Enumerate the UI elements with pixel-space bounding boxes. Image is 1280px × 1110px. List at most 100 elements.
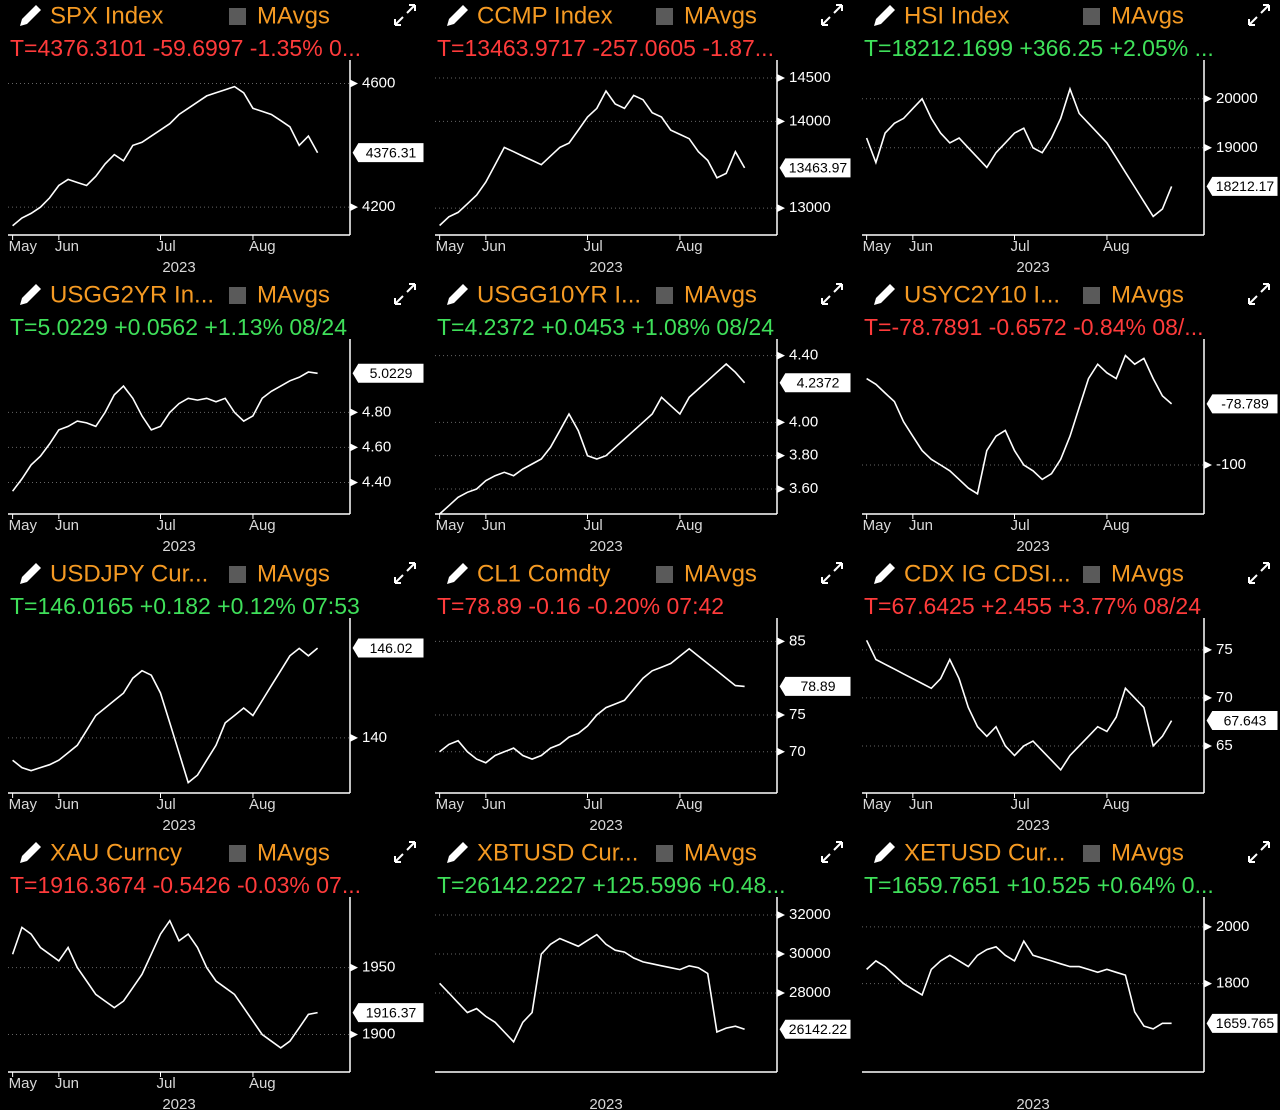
x-tick-label: Jul [584,517,603,534]
chart-panel: HSI Index MAvgs T=18212.1699 +366.25 +2.05… [862,2,1279,276]
expand-icon[interactable] [1248,4,1270,26]
last-value-label: 13463.97 [789,160,848,176]
toggle-checkbox[interactable] [229,845,246,862]
toggle-checkbox[interactable] [656,845,673,862]
x-tick-label: Aug [249,1075,276,1092]
x-tick-label: May [863,238,892,255]
expand-icon[interactable] [821,283,843,305]
edit-icon[interactable] [874,563,895,584]
edit-icon[interactable] [447,5,468,26]
toggle-label[interactable]: MAvgs [684,281,757,308]
y-tick-mark [1204,461,1212,470]
expand-icon[interactable] [821,4,843,26]
expand-icon[interactable] [394,562,416,584]
expand-icon[interactable] [394,283,416,305]
last-value-label: -78.789 [1221,396,1269,412]
toggle-checkbox[interactable] [656,566,673,583]
x-tick-label: May [9,796,38,813]
toggle-checkbox[interactable] [1083,287,1100,304]
year-label: 2023 [162,538,195,555]
toggle-label[interactable]: MAvgs [684,560,757,587]
chart-subtitle: T=4376.3101 -59.6997 -1.35% 0... [10,35,361,61]
last-value-label: 1916.37 [366,1004,417,1020]
toggle-label[interactable]: MAvgs [257,2,330,29]
y-tick-label: 4600 [362,75,395,92]
toggle-label[interactable]: MAvgs [1111,560,1184,587]
chart-title: CCMP Index [477,2,613,29]
expand-icon[interactable] [821,562,843,584]
toggle-checkbox[interactable] [229,287,246,304]
price-line [865,639,1173,772]
edit-icon[interactable] [447,284,468,305]
chart-subtitle: T=13463.9717 -257.0605 -1.87... [437,35,774,61]
edit-icon[interactable] [874,284,895,305]
y-tick-label: 20000 [1216,90,1258,107]
toggle-label[interactable]: MAvgs [1111,2,1184,29]
toggle-checkbox[interactable] [229,8,246,25]
toggle-checkbox[interactable] [229,566,246,583]
x-tick-label: Jun [909,238,933,255]
chart-title: USGG2YR In... [50,281,214,308]
edit-icon[interactable] [874,5,895,26]
toggle-label[interactable]: MAvgs [684,2,757,29]
year-label: 2023 [1016,259,1049,276]
toggle-checkbox[interactable] [1083,845,1100,862]
expand-icon[interactable] [821,841,843,863]
chart-panel: USGG2YR In... MAvgs T=5.0229 +0.0562 +1.13… [8,281,425,555]
toggle-label[interactable]: MAvgs [1111,281,1184,308]
chart-subtitle: T=26142.2227 +125.5996 +0.48... [437,872,786,898]
last-value-box [778,675,852,697]
y-tick-label: 70 [1216,689,1233,706]
y-tick-mark [777,747,785,756]
edit-icon[interactable] [20,842,41,863]
x-tick-label: Aug [1103,796,1130,813]
edit-icon[interactable] [447,842,468,863]
price-line [439,89,746,227]
y-tick-mark [777,204,785,213]
y-tick-mark [777,950,785,959]
y-tick-label: 1950 [362,959,395,976]
x-tick-label: Jul [157,1075,176,1092]
last-value-box [1205,175,1279,197]
expand-icon[interactable] [394,841,416,863]
last-value-box [351,637,425,659]
x-tick-label: May [436,517,465,534]
chart-panel: CDX IG CDSI... MAvgs T=67.6425 +2.455 +3.7… [862,560,1279,834]
x-tick-label: Jun [55,238,79,255]
expand-icon[interactable] [394,4,416,26]
y-tick-mark [1204,979,1212,988]
toggle-checkbox[interactable] [1083,566,1100,583]
x-tick-label: Jul [1011,796,1030,813]
edit-icon[interactable] [20,5,41,26]
expand-icon[interactable] [1248,841,1270,863]
toggle-label[interactable]: MAvgs [257,839,330,866]
toggle-label[interactable]: MAvgs [1111,839,1184,866]
edit-icon[interactable] [20,563,41,584]
y-tick-mark [777,637,785,646]
toggle-checkbox[interactable] [1083,8,1100,25]
toggle-label[interactable]: MAvgs [257,560,330,587]
y-tick-label: 4.40 [362,473,391,490]
y-tick-label: 32000 [789,906,831,923]
year-label: 2023 [589,817,622,834]
edit-icon[interactable] [20,284,41,305]
y-tick-label: 75 [789,706,806,723]
toggle-checkbox[interactable] [656,8,673,25]
last-value-box [1205,710,1279,732]
last-value-label: 26142.22 [789,1021,848,1037]
edit-icon[interactable] [874,842,895,863]
x-tick-label: Aug [249,238,276,255]
y-tick-mark [1204,645,1212,654]
expand-icon[interactable] [1248,283,1270,305]
price-line [12,647,319,784]
y-tick-mark [777,989,785,998]
chart-title: USDJPY Cur... [50,560,208,587]
toggle-label[interactable]: MAvgs [684,839,757,866]
toggle-label[interactable]: MAvgs [257,281,330,308]
toggle-checkbox[interactable] [656,287,673,304]
year-label: 2023 [162,1096,195,1110]
chart-subtitle: T=-78.7891 -0.6572 -0.84% 08/... [864,314,1203,340]
y-tick-mark [777,911,785,920]
edit-icon[interactable] [447,563,468,584]
expand-icon[interactable] [1248,562,1270,584]
